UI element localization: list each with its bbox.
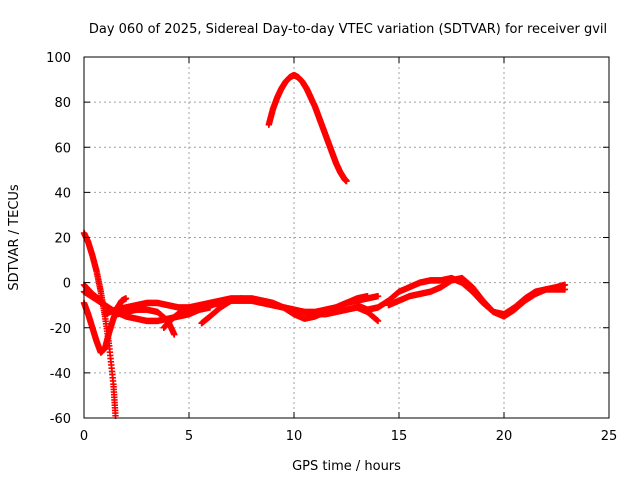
y-tick-label: 20 (54, 232, 71, 247)
series-arc-7 (198, 292, 371, 327)
data-point (122, 295, 130, 302)
series-arc-8 (265, 71, 350, 185)
y-tick-label: -60 (50, 412, 71, 427)
y-tick-label: -40 (50, 367, 71, 382)
x-tick-label: 20 (496, 429, 513, 444)
x-tick-label: 25 (601, 429, 618, 444)
y-axis-label: SDTVAR / TECUs (7, 184, 22, 291)
data-series-group (80, 71, 569, 419)
x-tick-labels: 0 5 10 15 20 25 (80, 429, 617, 444)
x-tick-label: 5 (185, 429, 193, 444)
y-tick-label: 60 (54, 141, 71, 156)
axis-ticks (83, 56, 610, 419)
y-tick-label: 80 (54, 96, 71, 111)
data-point (561, 281, 569, 289)
data-point (374, 317, 382, 325)
x-axis-label: GPS time / hours (292, 459, 401, 474)
data-point (343, 177, 350, 185)
y-tick-labels: -60 -40 -20 0 20 40 60 80 100 (46, 51, 71, 427)
x-tick-label: 15 (391, 429, 408, 444)
y-tick-label: 100 (46, 51, 71, 66)
chart-title: Day 060 of 2025, Sidereal Day-to-day VTE… (89, 22, 607, 37)
y-tick-label: 40 (54, 186, 71, 201)
data-point (171, 331, 178, 338)
grid (84, 57, 609, 418)
data-point (364, 292, 371, 300)
x-tick-label: 0 (80, 429, 88, 444)
y-tick-label: 0 (63, 277, 71, 292)
series-arc-10 (385, 274, 569, 320)
y-tick-label: -20 (50, 322, 71, 337)
x-tick-label: 10 (286, 429, 303, 444)
data-point (374, 292, 382, 300)
